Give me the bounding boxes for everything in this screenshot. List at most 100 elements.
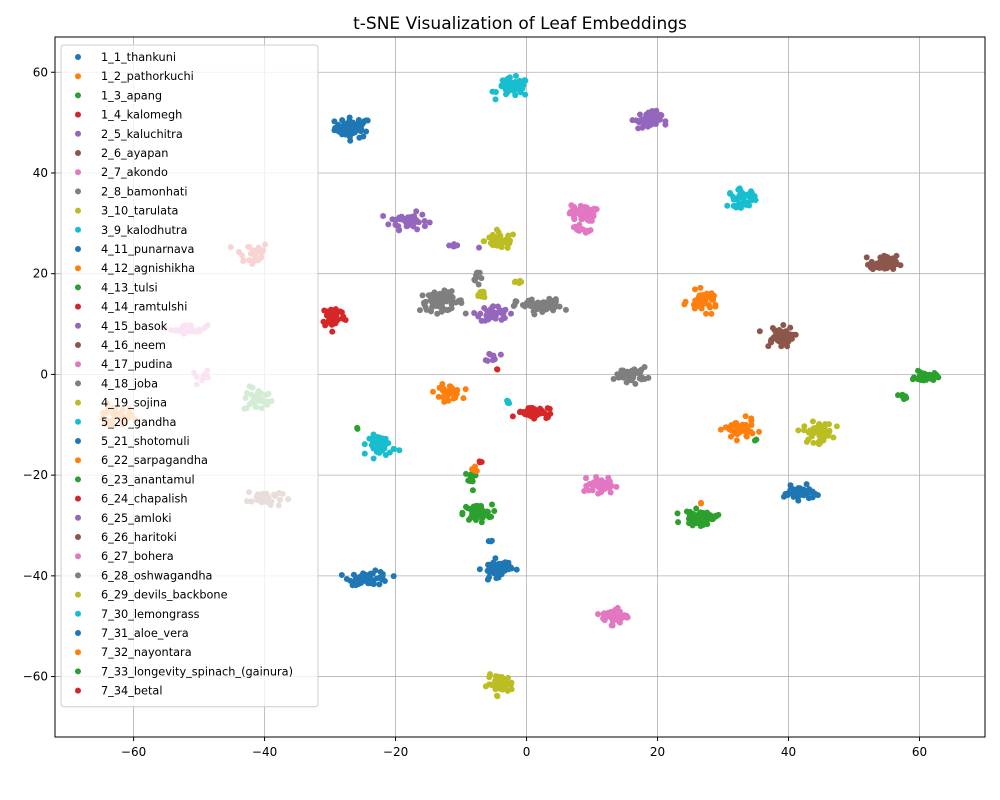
data-point — [573, 208, 580, 215]
data-point — [613, 483, 620, 490]
legend-item: 4_11_punarnava — [75, 243, 194, 256]
data-point — [728, 422, 735, 429]
data-point — [751, 437, 758, 444]
legend-item: 6_22_sarpagandha — [75, 454, 208, 467]
data-point — [662, 121, 669, 128]
data-point — [568, 207, 575, 214]
data-point — [462, 386, 469, 393]
data-point — [376, 581, 383, 588]
data-point — [439, 380, 446, 387]
legend-marker — [75, 668, 81, 675]
legend-label: 4_19_sojina — [101, 397, 167, 410]
data-point — [729, 193, 736, 200]
legend-marker — [75, 111, 81, 118]
data-point — [472, 463, 479, 470]
data-point — [361, 450, 368, 457]
legend-item: 4_14_ramtulshi — [75, 301, 187, 314]
series-6_27_bohera — [581, 473, 631, 629]
data-point — [488, 513, 495, 520]
legend-item: 6_27_bohera — [75, 550, 174, 563]
legend-marker — [75, 418, 81, 425]
x-tick-label: 60 — [912, 745, 927, 759]
data-point — [636, 367, 643, 374]
data-point — [784, 343, 791, 350]
data-point — [805, 495, 812, 502]
legend-label: 3_10_tarulata — [101, 205, 178, 218]
y-tick-label: 0 — [40, 367, 48, 381]
data-point — [502, 306, 509, 313]
data-point — [734, 431, 741, 438]
x-tick-label: −40 — [252, 745, 277, 759]
legend-marker — [75, 361, 81, 368]
data-point — [825, 429, 832, 436]
data-point — [399, 216, 406, 223]
legend-item: 7_30_lemongrass — [75, 608, 200, 621]
data-point — [505, 398, 512, 405]
legend-label: 4_18_joba — [101, 377, 158, 390]
legend-item: 4_13_tulsi — [75, 281, 158, 294]
series-2_8_bamonhati — [416, 287, 469, 317]
series-6_26_haritoki — [863, 252, 904, 273]
legend-marker — [75, 438, 81, 444]
data-point — [510, 302, 517, 309]
data-point — [703, 310, 710, 317]
data-point — [435, 393, 442, 400]
data-point — [543, 415, 550, 422]
data-point — [504, 674, 511, 681]
data-point — [497, 307, 504, 314]
legend-item: 6_24_chapalish — [75, 493, 188, 506]
data-point — [694, 512, 701, 519]
series-4_16_neem — [756, 321, 799, 350]
data-point — [693, 505, 700, 512]
series-7_31_aloe_vera — [485, 537, 495, 545]
data-point — [429, 304, 436, 311]
y-tick-label: 40 — [33, 166, 48, 180]
data-point — [547, 297, 554, 304]
data-point — [795, 427, 802, 434]
data-point — [346, 114, 353, 121]
data-point — [486, 674, 493, 681]
data-point — [590, 479, 597, 486]
series-7_33_longevity_spinach_(gainura) — [354, 424, 760, 444]
data-point — [467, 472, 474, 479]
series-3_10_tarulata — [480, 226, 525, 287]
data-point — [419, 292, 426, 299]
legend-label: 6_28_oshwagandha — [101, 569, 213, 582]
data-point — [501, 567, 508, 574]
data-point — [756, 328, 763, 335]
legend-item: 6_23_anantamul — [75, 473, 195, 486]
legend-label: 6_23_anantamul — [101, 473, 195, 486]
data-point — [930, 376, 937, 383]
legend-marker — [75, 284, 81, 291]
data-point — [512, 92, 519, 99]
data-point — [556, 303, 563, 310]
legend-item: 3_10_tarulata — [75, 205, 178, 218]
data-point — [581, 488, 588, 495]
data-point — [495, 560, 502, 567]
data-point — [817, 431, 824, 438]
series-4_15_basok — [471, 303, 514, 364]
chart-title: t-SNE Visualization of Leaf Embeddings — [353, 14, 687, 34]
data-point — [361, 441, 368, 448]
data-point — [701, 520, 708, 527]
data-point — [464, 505, 471, 512]
data-point — [542, 302, 549, 309]
data-point — [373, 575, 380, 582]
series-6_29_devils_backbone — [475, 288, 488, 301]
data-point — [392, 216, 399, 223]
data-point — [674, 510, 681, 517]
legend-item: 7_34_betal — [75, 685, 162, 698]
data-point — [491, 508, 498, 515]
data-point — [480, 238, 487, 245]
data-point — [335, 128, 342, 135]
legend-label: 6_24_chapalish — [101, 493, 188, 506]
legend-label: 7_32_nayontara — [101, 646, 192, 659]
legend-label: 4_17_pudina — [101, 358, 173, 371]
x-tick-label: 40 — [781, 745, 796, 759]
data-point — [452, 387, 459, 394]
data-point — [492, 681, 499, 688]
data-point — [502, 81, 509, 88]
legend-marker — [75, 265, 81, 272]
data-point — [868, 258, 875, 265]
data-point — [481, 304, 488, 311]
